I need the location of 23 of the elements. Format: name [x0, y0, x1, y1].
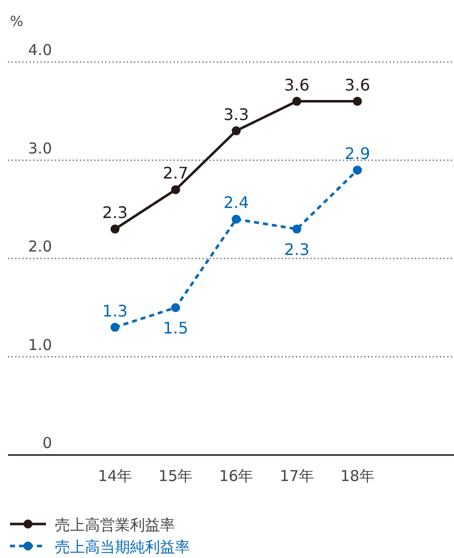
x-tick-label: 16年 — [219, 467, 254, 485]
y-tick-label: 4.0 — [28, 41, 52, 59]
data-label: 2.7 — [162, 164, 188, 183]
legend-label: 売上高当期純利益率 — [55, 538, 190, 556]
data-label: 1.3 — [102, 301, 128, 320]
data-label: 2.9 — [344, 144, 370, 164]
x-tick-label: 17年 — [280, 467, 314, 485]
legend-label: 売上高営業利益率 — [55, 516, 175, 534]
data-label: 1.5 — [162, 318, 188, 338]
x-tick-label: 18年 — [340, 467, 374, 485]
y-tick-label: 0 — [42, 434, 52, 452]
data-label: 3.6 — [284, 75, 310, 94]
x-tick-label: 14年 — [98, 467, 132, 485]
y-tick-label: 2.0 — [28, 238, 52, 256]
data-label: 2.4 — [223, 193, 249, 212]
data-label: 3.6 — [344, 75, 370, 94]
x-tick-label: 15年 — [158, 467, 193, 485]
y-tick-label: 3.0 — [28, 139, 52, 158]
data-label: 2.3 — [284, 240, 310, 260]
y-tick-label: 1.0 — [28, 336, 52, 354]
data-label: 2.3 — [102, 203, 128, 222]
data-label: 3.3 — [223, 104, 249, 124]
y-axis-title: % — [10, 14, 24, 30]
